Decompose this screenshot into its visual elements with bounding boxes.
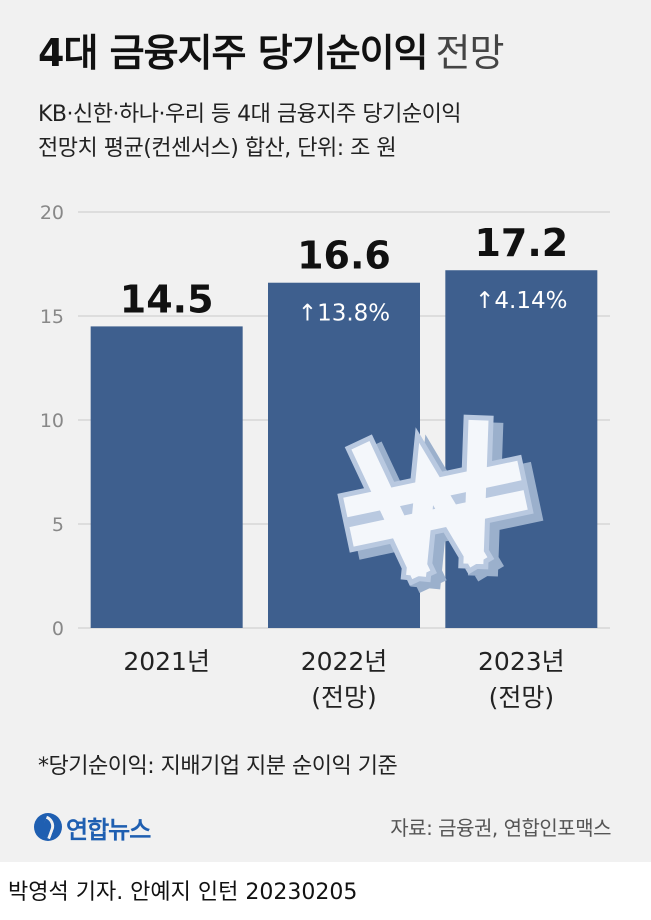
title-suffix: 전망 xyxy=(435,31,505,75)
yonhap-logo: 연합뉴스 xyxy=(34,810,151,844)
data-label: 16.6 xyxy=(297,234,391,278)
y-tick-label: 15 xyxy=(40,306,64,328)
change-label: ↑4.14% xyxy=(475,288,567,314)
bar xyxy=(268,282,420,628)
won-symbol-face xyxy=(343,460,528,547)
x-tick-label: (전망) xyxy=(311,683,377,712)
title-main: 4대 금융지주 당기순이익 xyxy=(38,31,429,75)
subtitle-line-2: 전망치 평균(컨센서스) 합산, 단위: 조 원 xyxy=(38,136,397,161)
infographic-card: 4대 금융지주 당기순이익 전망 KB·신한·하나·우리 등 4대 금융지주 당기… xyxy=(0,0,651,862)
yonhap-logo-icon xyxy=(34,813,62,841)
bar-chart: 0 5 10 15 20 14.5 2021년 16.6 ↑13.8% 2022년 (전망) 17.2… xyxy=(40,202,610,712)
change-label: ↑13.8% xyxy=(298,301,390,327)
data-label: 17.2 xyxy=(474,221,568,265)
data-label: 14.5 xyxy=(120,277,214,321)
won-symbol-icon xyxy=(337,414,544,593)
subtitle-line-1: KB·신한·하나·우리 등 4대 금융지주 당기순이익 xyxy=(38,102,462,127)
chart-title: 4대 금융지주 당기순이익 전망 xyxy=(38,28,505,78)
credit-line: 박영석 기자. 안예지 인턴 20230205 xyxy=(8,880,358,905)
x-tick-label: 2023년 xyxy=(478,647,565,676)
bar xyxy=(90,326,243,628)
x-tick-label: 2022년 xyxy=(301,647,388,676)
y-tick-label: 0 xyxy=(52,618,64,640)
y-tick-label: 10 xyxy=(40,410,64,432)
y-tick-label: 5 xyxy=(52,514,64,536)
chart-subtitle: KB·신한·하나·우리 등 4대 금융지주 당기순이익 전망치 평균(컨센서스)… xyxy=(38,98,618,166)
y-tick-label: 20 xyxy=(40,202,64,224)
logo-text: 연합뉴스 xyxy=(66,815,151,844)
footnote: *당기순이익: 지배기업 지분 순이익 기준 xyxy=(38,754,398,779)
source-note: 자료: 금융권, 연합인포맥스 xyxy=(390,816,611,840)
x-tick-label: 2021년 xyxy=(123,647,210,676)
won-symbol-face xyxy=(351,419,489,580)
x-tick-label: (전망) xyxy=(489,683,555,712)
